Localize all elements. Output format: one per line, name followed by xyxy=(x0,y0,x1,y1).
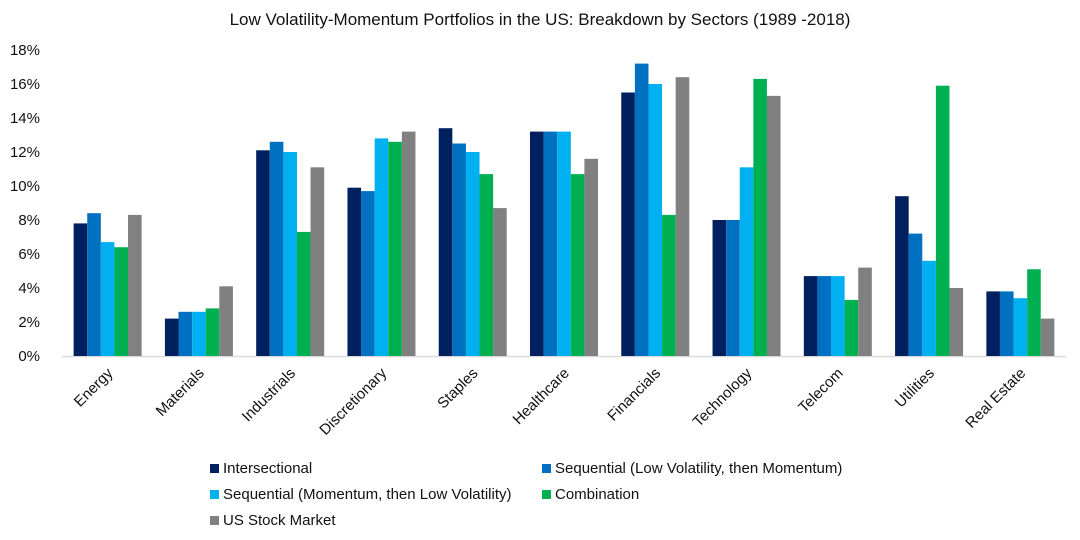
bar-staples xyxy=(479,174,494,356)
bar-utilities xyxy=(949,288,964,356)
bar-energy xyxy=(73,223,88,356)
bar-technology xyxy=(766,95,781,357)
bar-real-estate xyxy=(1013,298,1028,356)
x-tick-label: Utilities xyxy=(892,365,938,411)
legend-swatch xyxy=(542,490,551,499)
legend-label: Combination xyxy=(555,486,640,503)
x-tick-label: Telecom xyxy=(795,365,847,417)
bar-discretionary xyxy=(401,131,416,356)
bar-financials xyxy=(662,214,676,356)
bar-industrials xyxy=(283,152,297,356)
bar-energy xyxy=(100,242,115,356)
bar-telecom xyxy=(831,276,845,356)
bar-telecom xyxy=(817,276,832,356)
bar-industrials xyxy=(269,141,284,356)
y-tick-label: 4% xyxy=(18,280,40,297)
bar-telecom xyxy=(844,299,859,356)
bar-real-estate xyxy=(999,291,1014,356)
bar-energy xyxy=(87,213,101,356)
bar-healthcare xyxy=(530,131,544,356)
bar-financials xyxy=(634,63,649,356)
y-tick-label: 10% xyxy=(10,178,40,195)
bar-discretionary xyxy=(374,138,389,356)
bar-healthcare xyxy=(543,131,558,356)
bar-healthcare xyxy=(584,158,598,356)
bar-technology xyxy=(753,78,767,357)
y-tick-label: 18% xyxy=(10,42,40,59)
y-tick-label: 8% xyxy=(18,212,40,229)
bar-materials xyxy=(219,286,233,356)
y-tick-label: 0% xyxy=(18,348,40,365)
bar-financials xyxy=(675,77,690,356)
bar-technology xyxy=(712,220,727,356)
bar-healthcare xyxy=(570,174,585,356)
bar-financials xyxy=(621,92,635,356)
bar-telecom xyxy=(803,276,818,356)
bar-industrials xyxy=(310,167,325,356)
legend-swatch xyxy=(542,464,551,473)
bar-technology xyxy=(726,220,740,356)
legend-swatch xyxy=(210,490,219,499)
bar-materials xyxy=(192,311,206,356)
bar-staples xyxy=(452,143,466,356)
y-tick-label: 12% xyxy=(10,144,40,161)
x-tick-label: Discretionary xyxy=(316,364,390,438)
bar-staples xyxy=(438,128,453,356)
bar-utilities xyxy=(922,260,936,356)
legend-item: Sequential (Momentum, then Low Volatilit… xyxy=(210,486,511,503)
y-tick-label: 2% xyxy=(18,314,40,331)
bar-telecom xyxy=(858,267,872,356)
x-tick-label: Staples xyxy=(434,365,481,412)
legend-swatch xyxy=(210,516,219,525)
x-tick-label: Industrials xyxy=(239,365,299,425)
legend-label: US Stock Market xyxy=(223,512,336,529)
legend-item: Intersectional xyxy=(210,460,312,477)
bar-discretionary xyxy=(347,187,362,356)
bar-discretionary xyxy=(388,141,402,356)
bar-materials xyxy=(164,318,179,356)
x-tick-label: Energy xyxy=(71,364,117,410)
bar-discretionary xyxy=(361,191,375,356)
legend-item: Sequential (Low Volatility, then Momentu… xyxy=(542,460,842,477)
bar-financials xyxy=(648,84,663,356)
chart-title: Low Volatility-Momentum Portfolios in th… xyxy=(229,10,851,29)
x-tick-label: Technology xyxy=(690,364,756,430)
legend-label: Sequential (Low Volatility, then Momentu… xyxy=(555,460,843,477)
x-tick-label: Real Estate xyxy=(962,365,1029,432)
bar-staples xyxy=(465,152,480,356)
bar-materials xyxy=(178,311,193,356)
y-tick-label: 16% xyxy=(10,76,40,93)
bar-utilities xyxy=(895,196,909,356)
legend-item: US Stock Market xyxy=(210,512,336,529)
bar-utilities xyxy=(908,233,923,356)
bar-real-estate xyxy=(1027,269,1041,356)
legend-item: Combination xyxy=(542,486,639,503)
bar-healthcare xyxy=(557,131,571,356)
x-tick-label: Financials xyxy=(604,365,664,425)
y-tick-label: 6% xyxy=(18,246,40,263)
bar-energy xyxy=(114,247,129,356)
bar-real-estate xyxy=(986,291,1000,356)
y-tick-label: 14% xyxy=(10,110,40,127)
bar-utilities xyxy=(935,85,950,356)
legend-label: Sequential (Momentum, then Low Volatilit… xyxy=(223,486,512,503)
bar-industrials xyxy=(296,231,311,356)
bar-technology xyxy=(739,167,754,356)
bar-industrials xyxy=(256,150,270,356)
legend-swatch xyxy=(210,464,219,473)
bar-energy xyxy=(128,214,142,356)
x-tick-label: Healthcare xyxy=(510,365,573,428)
bar-materials xyxy=(205,308,220,356)
x-tick-label: Materials xyxy=(153,365,208,420)
bar-real-estate xyxy=(1040,318,1055,356)
bar-staples xyxy=(493,208,507,356)
legend-label: Intersectional xyxy=(223,460,313,477)
